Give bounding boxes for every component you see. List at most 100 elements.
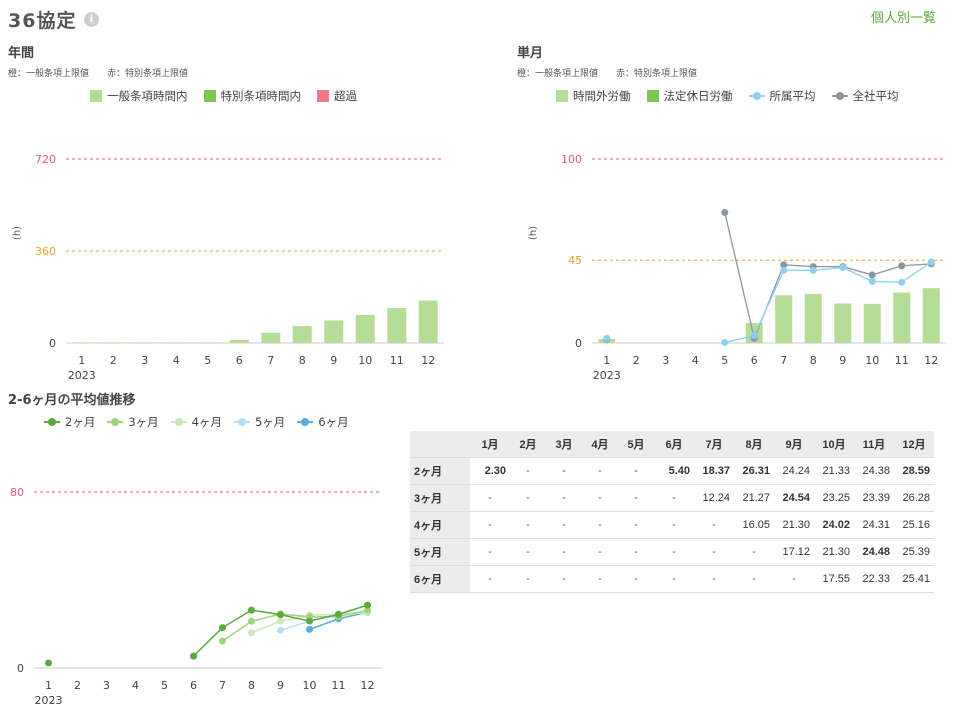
info-icon[interactable]: i (84, 12, 100, 27)
legend-item-avg5[interactable]: 5ヶ月 (233, 414, 285, 430)
table-cell: - (510, 484, 546, 512)
avg-table-body: 2ヶ月 2.30- - - -5.40 18.37 26.31 24.24 21.33 24.38… (410, 457, 934, 593)
table-row: 4ヶ月 - - - - - - -16.05 21.30 24.02 24.31 25.16 (410, 511, 934, 539)
table-cell: - (618, 457, 654, 485)
table-column-header: 6月 (654, 431, 694, 458)
monthly-section-title: 単月 (517, 46, 544, 61)
x-tick-label: 3 (141, 354, 148, 367)
legend-item-company-avg[interactable]: 全社平均 (831, 88, 899, 104)
avg-point (219, 624, 226, 632)
table-cell: - (546, 511, 582, 539)
avg6-marker (297, 417, 314, 427)
table-cell: - (510, 538, 546, 566)
annual-bar (418, 300, 438, 343)
avg-point (248, 629, 255, 637)
x-tick-label: 1 (45, 679, 52, 692)
table-cell: - (654, 511, 694, 539)
y-tick-label: 100 (561, 153, 582, 166)
table-cell: 25.39 (894, 538, 934, 566)
table-cell: - (694, 511, 734, 539)
table-row: 6ヶ月 - - - - - - - - -17.55 22.33 25.41 (410, 565, 934, 593)
legend-label: 全社平均 (852, 89, 899, 103)
table-cell: 21.30 (774, 511, 814, 539)
dept-avg-point (780, 266, 788, 274)
avg-point (364, 601, 371, 609)
table-cell: - (654, 538, 694, 566)
avg-line-segment (280, 613, 310, 618)
y-tick-label: 0 (17, 662, 24, 675)
x-tick-label: 6 (751, 354, 758, 367)
table-row-header: 6ヶ月 (410, 565, 470, 593)
avg-line-segment (309, 613, 339, 616)
table-cell: 21.27 (734, 484, 774, 512)
overtime-swatch (556, 90, 568, 102)
x-tick-label: 5 (204, 354, 211, 367)
table-cell: - (654, 484, 694, 512)
table-column-header: 7月 (694, 431, 734, 458)
table-cell: - (546, 538, 582, 566)
table-cell: - (618, 484, 654, 512)
annual-bar (261, 332, 281, 343)
table-cell: 24.24 (774, 457, 814, 485)
x-year-label: 2023 (35, 694, 63, 707)
overtime-bar (804, 293, 822, 343)
legend-item-holiday[interactable]: 法定休日労働 (646, 88, 733, 104)
table-cell: - (582, 511, 618, 539)
legend-item-general[interactable]: 一般条項時間内 (90, 88, 188, 104)
x-tick-label: 10 (303, 679, 317, 692)
table-column-header: 2月 (510, 431, 546, 458)
x-tick-label: 5 (161, 679, 168, 692)
legend-item-over[interactable]: 超過 (317, 88, 357, 104)
x-tick-label: 12 (924, 354, 938, 367)
annual-limit-special: 赤：特別条項上限値 (107, 69, 189, 79)
avg-point (306, 617, 313, 625)
overtime-bar (834, 303, 852, 343)
legend-item-dept-avg[interactable]: 所属平均 (748, 88, 816, 104)
legend-label: 時間外労働 (573, 89, 631, 103)
dept-avg-point (721, 338, 729, 346)
dept-avg-point (750, 332, 758, 340)
annual-limit-general: 橙：一般条項上限値 (8, 69, 90, 79)
table-cell: - (618, 538, 654, 566)
annual-section-title: 年間 (8, 46, 35, 61)
dept-avg-point (898, 278, 906, 286)
overtime-bar (893, 292, 911, 343)
table-cell: - (582, 457, 618, 485)
overtime-bar (922, 288, 940, 343)
avg2-marker (44, 417, 60, 427)
avg-line-segment (280, 620, 310, 632)
table-cell: 26.31 (734, 457, 774, 485)
x-tick-label: 2 (633, 354, 640, 367)
table-row-header: 4ヶ月 (410, 511, 470, 539)
avg-point (248, 617, 255, 625)
table-cell: - (546, 484, 582, 512)
legend-item-special[interactable]: 特別条項時間内 (203, 88, 301, 104)
table-column-header: 11月 (854, 431, 894, 458)
legend-item-avg3[interactable]: 3ヶ月 (107, 414, 159, 430)
monthly-limit-note: 橙：一般条項上限値 赤：特別条項上限値 (517, 66, 697, 79)
x-tick-label: 9 (277, 679, 284, 692)
avg-point (277, 611, 284, 619)
avg-trend-legend: 2ヶ月 3ヶ月 4ヶ月 5ヶ月 6ヶ月 (44, 414, 349, 430)
x-tick-label: 4 (132, 679, 139, 692)
avg-trend-section-title: 2-6ヶ月の平均値推移 (8, 393, 136, 408)
individual-list-link[interactable]: 個人別一覧 (870, 11, 936, 26)
x-tick-label: 2 (110, 354, 117, 367)
x-tick-label: 3 (103, 679, 110, 692)
table-cell: 23.25 (814, 484, 854, 512)
legend-item-overtime[interactable]: 時間外労働 (556, 88, 631, 104)
annual-bar (355, 314, 375, 343)
table-column-header: 10月 (814, 431, 854, 458)
table-cell: - (510, 511, 546, 539)
annual-bar (135, 342, 155, 344)
y-tick-label: 0 (49, 337, 56, 350)
legend-item-avg6[interactable]: 6ヶ月 (297, 414, 349, 430)
legend-item-avg2[interactable]: 2ヶ月 (44, 414, 95, 430)
legend-item-avg4[interactable]: 4ヶ月 (170, 414, 222, 430)
page-title: 36協定 i (8, 6, 100, 33)
x-tick-label: 1 (603, 354, 610, 367)
y-tick-label: 45 (568, 254, 582, 267)
table-cell: - (470, 484, 510, 512)
table-cell: 12.24 (694, 484, 734, 512)
